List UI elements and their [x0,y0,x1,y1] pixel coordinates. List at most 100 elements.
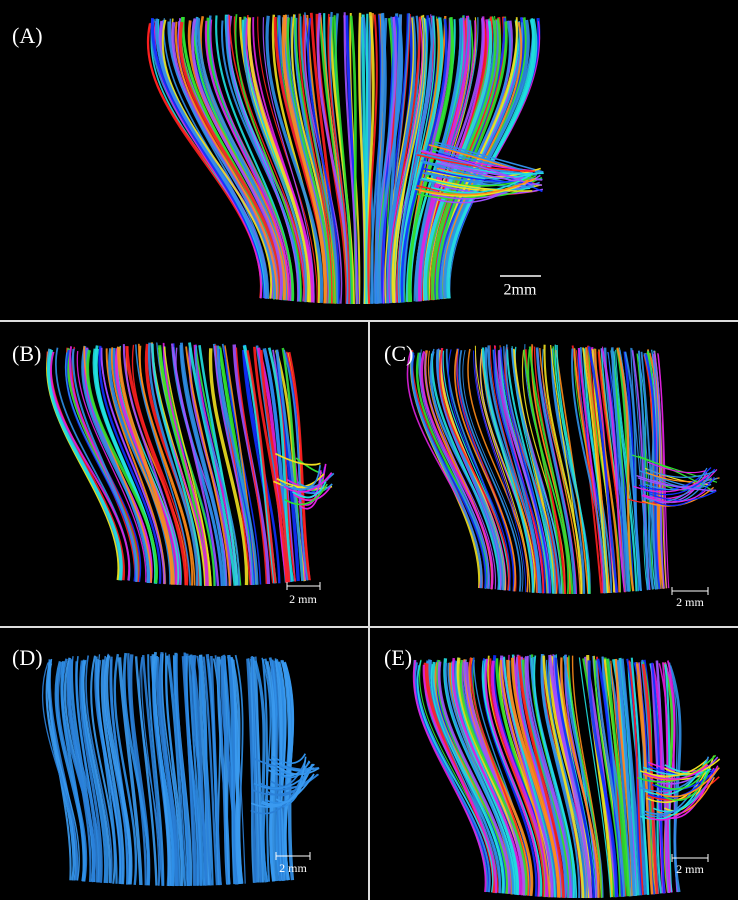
fiber [616,661,636,896]
fiber [389,17,426,303]
fiber [502,656,556,898]
fiber [161,653,182,887]
fiber [375,13,387,304]
fiber [185,655,199,886]
fiber [284,483,328,506]
fiber [642,468,718,500]
scale-bar [286,582,321,590]
fiber [204,20,290,301]
fiber [274,760,310,779]
fiber [481,347,535,593]
fiber [183,652,196,886]
panel-label: (B) [12,341,41,366]
fiber [620,658,643,896]
fiber [594,660,626,897]
fiber [423,20,493,301]
fiber [451,657,522,895]
fiber [259,350,291,583]
fiber [655,767,720,798]
fiber [188,342,237,586]
fiber [298,13,333,304]
fiber [467,348,529,593]
fiber [139,656,161,886]
fiber [134,656,158,886]
fiber [643,467,708,502]
fiber [75,656,100,883]
fiber [207,658,220,886]
fiber [635,663,654,895]
fiber [664,758,721,775]
scale-label: 2 mm [676,862,704,876]
fiber [459,659,528,896]
fiber [79,660,103,883]
fiber [410,351,483,589]
fiber [221,20,302,302]
fiber [458,350,522,592]
fiber [95,656,118,884]
fiber [647,461,706,474]
fiber [511,657,560,898]
fiber [424,353,496,590]
fiber [654,768,707,790]
fiber [384,17,415,304]
fiber [179,345,227,586]
fiber [235,347,268,584]
fiber [253,346,288,583]
fiber [443,19,530,299]
fiber [668,665,682,893]
panel-label: (A) [12,23,43,48]
fiber [607,352,627,592]
fiber [524,656,573,898]
fiber [647,468,716,478]
fiber [436,348,504,591]
fiber [97,654,122,884]
fiber [517,655,565,898]
fiber [80,660,106,883]
fiber [105,654,133,885]
fiber [333,15,354,305]
fiber [499,347,551,594]
fiber [488,658,545,897]
fiber [571,348,606,594]
fiber [198,345,239,586]
fiber [636,475,717,491]
fiber [444,662,514,895]
fiber [228,654,238,885]
fiber [436,162,543,186]
fiber [199,656,214,886]
scale-bar [275,852,311,860]
fiber [430,353,501,590]
fiber [630,657,650,895]
fiber [539,348,581,595]
fiber [528,346,574,595]
fiber [275,756,307,804]
fiber [606,658,630,897]
fiber [499,659,551,898]
fiber [262,17,315,303]
fiber [329,16,355,305]
fiber [535,347,577,595]
fiber [166,655,187,887]
fiber [275,452,321,466]
fiber [86,349,158,584]
panel-label: (E) [384,645,412,670]
fiber [299,463,327,510]
fiber [76,351,147,583]
fiber [151,343,202,586]
fiber [191,655,209,886]
fiber [261,658,271,882]
fiber [265,661,276,882]
fiber [131,344,189,586]
fiber [72,349,138,582]
fiber [147,342,199,586]
fiber [492,349,542,594]
fiber [637,350,650,590]
fiber [85,655,113,884]
fiber [257,16,318,303]
fiber [60,660,86,882]
fiber [431,172,534,194]
scale-bar [671,587,709,595]
fiber [185,346,231,586]
fiber [165,652,181,887]
